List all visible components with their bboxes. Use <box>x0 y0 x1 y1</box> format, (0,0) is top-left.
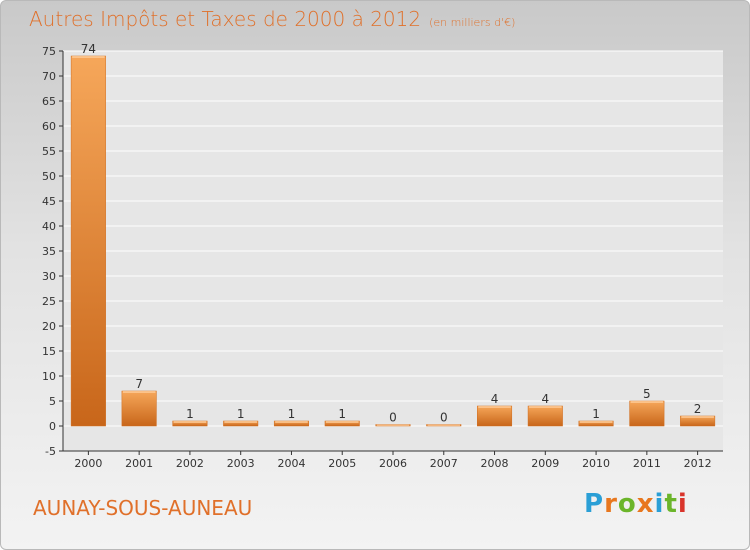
bar-highlight <box>630 401 664 403</box>
y-tick-label: 45 <box>42 195 56 208</box>
bar-highlight <box>224 421 257 423</box>
x-tick-label: 2000 <box>74 457 102 470</box>
data-label: 0 <box>389 411 397 425</box>
data-label: 7 <box>135 377 143 391</box>
chart-title-text: Autres Impôts et Taxes de 2000 à 2012 <box>29 7 422 31</box>
commune-name: AUNAY-SOUS-AUNEAU <box>33 496 253 520</box>
data-label: 4 <box>491 392 499 406</box>
bar-highlight <box>72 56 105 58</box>
y-tick-label: 10 <box>42 370 56 383</box>
logo-letter: x <box>636 489 655 519</box>
bar-highlight <box>529 406 562 408</box>
x-tick-label: 2007 <box>430 457 458 470</box>
data-label: 1 <box>186 407 194 421</box>
y-tick-label: 35 <box>42 245 56 258</box>
y-tick-label: 60 <box>42 120 56 133</box>
x-tick-label: 2010 <box>582 457 610 470</box>
chart-unit: (en milliers d'€) <box>429 16 516 29</box>
y-tick-label: 55 <box>42 145 56 158</box>
bar-highlight <box>376 424 410 426</box>
chart-title: Autres Impôts et Taxes de 2000 à 2012 (en… <box>29 7 515 31</box>
y-tick-label: -5 <box>45 445 56 458</box>
bar-highlight <box>427 424 461 426</box>
x-tick-label: 2006 <box>379 457 407 470</box>
y-tick-label: 70 <box>42 70 56 83</box>
logo-letter: i <box>677 489 688 519</box>
bar <box>629 400 665 427</box>
logo-letter: o <box>617 489 637 519</box>
data-label: 5 <box>643 387 651 401</box>
y-tick-label: 0 <box>49 420 56 433</box>
y-tick-label: 50 <box>42 170 56 183</box>
proxiti-logo: Proxiti <box>584 489 688 519</box>
x-tick-label: 2008 <box>481 457 509 470</box>
bar-highlight <box>173 421 207 423</box>
data-label: 4 <box>541 392 549 406</box>
bar-highlight <box>579 421 613 423</box>
data-label: 1 <box>592 407 600 421</box>
logo-letter: r <box>604 489 618 519</box>
data-label: 1 <box>288 407 296 421</box>
x-tick-label: 2003 <box>227 457 255 470</box>
bar-highlight <box>325 421 359 423</box>
y-tick-label: 15 <box>42 345 56 358</box>
x-tick-label: 2005 <box>328 457 356 470</box>
y-tick-label: 65 <box>42 95 56 108</box>
bar-highlight <box>478 406 511 408</box>
bar <box>70 55 106 427</box>
x-tick-label: 2004 <box>277 457 305 470</box>
bar-highlight <box>681 416 714 418</box>
y-tick-label: 20 <box>42 320 56 333</box>
bar <box>477 405 513 427</box>
bar-highlight <box>122 391 156 393</box>
y-tick-label: 5 <box>49 395 56 408</box>
x-tick-label: 2001 <box>125 457 153 470</box>
logo-letter: t <box>664 489 678 519</box>
logo-letter: i <box>654 489 665 519</box>
bar <box>527 405 563 427</box>
y-tick-label: 25 <box>42 295 56 308</box>
x-tick-label: 2009 <box>531 457 559 470</box>
y-tick-label: 30 <box>42 270 56 283</box>
x-tick-label: 2012 <box>684 457 712 470</box>
bar-highlight <box>275 421 308 423</box>
logo-letter: P <box>584 489 605 519</box>
data-label: 0 <box>440 411 448 425</box>
x-tick-label: 2011 <box>633 457 661 470</box>
data-label: 2 <box>694 402 702 416</box>
data-label: 1 <box>338 407 346 421</box>
y-tick-label: 40 <box>42 220 56 233</box>
data-label: 1 <box>237 407 245 421</box>
data-label: 74 <box>81 42 96 56</box>
y-tick-label: 75 <box>42 45 56 58</box>
x-tick-label: 2002 <box>176 457 204 470</box>
bar <box>121 390 157 427</box>
